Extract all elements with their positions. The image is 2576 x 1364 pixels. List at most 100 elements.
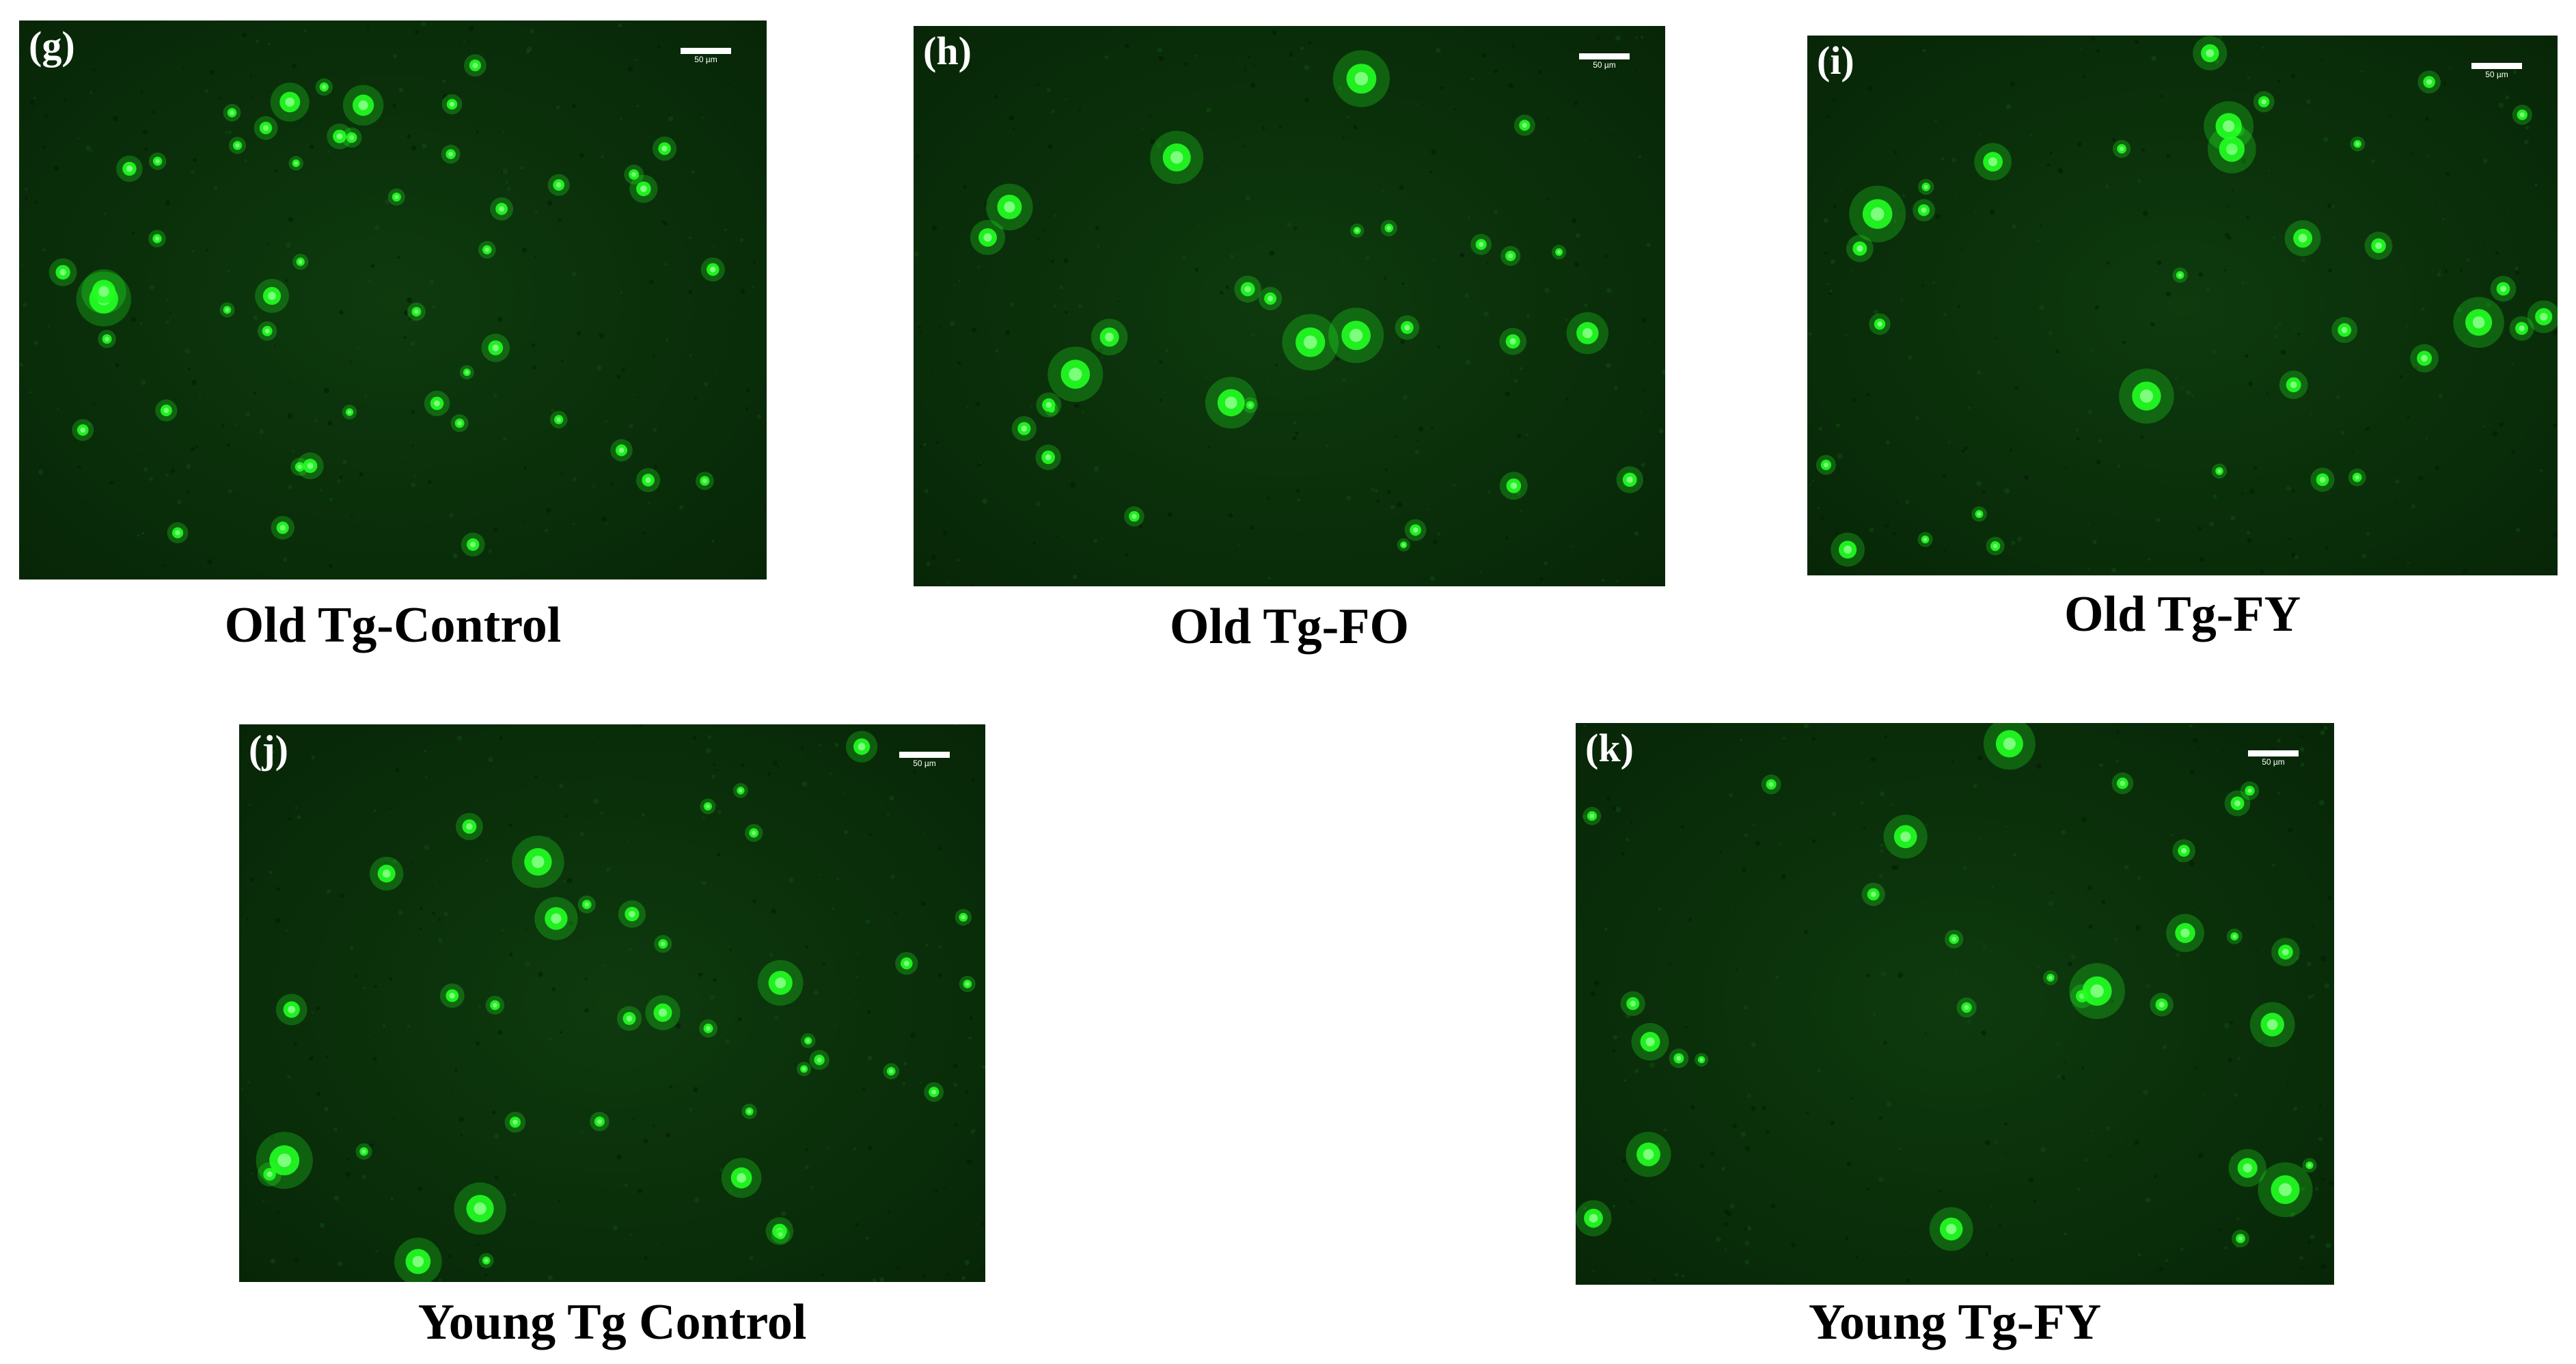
tissue-texture bbox=[2077, 1188, 2081, 1191]
tissue-texture bbox=[1228, 513, 1233, 518]
tissue-texture bbox=[982, 1065, 985, 1069]
tissue-texture bbox=[530, 29, 535, 33]
tissue-texture bbox=[1817, 1068, 1822, 1073]
plaque-spot bbox=[459, 365, 474, 380]
tissue-texture bbox=[150, 285, 154, 290]
tissue-texture bbox=[2084, 1158, 2087, 1162]
tissue-texture bbox=[534, 775, 538, 778]
tissue-texture bbox=[1070, 482, 1076, 488]
caption-h: Old Tg-FO bbox=[1169, 599, 1410, 655]
tissue-texture bbox=[2011, 1259, 2014, 1261]
tissue-texture bbox=[2017, 536, 2023, 542]
tissue-texture bbox=[2286, 486, 2291, 491]
tissue-texture bbox=[1278, 125, 1282, 128]
tissue-texture bbox=[109, 480, 114, 485]
tissue-texture bbox=[1740, 1132, 1746, 1137]
tissue-texture bbox=[1520, 510, 1523, 513]
tissue-texture bbox=[1658, 428, 1664, 433]
tissue-texture bbox=[624, 1184, 628, 1188]
tissue-texture bbox=[34, 200, 38, 204]
tissue-texture bbox=[867, 1055, 873, 1061]
tissue-texture bbox=[398, 910, 403, 915]
tissue-texture bbox=[2215, 59, 2219, 64]
plaque-spot bbox=[590, 1112, 609, 1132]
tissue-texture bbox=[1846, 333, 1848, 336]
tissue-texture bbox=[903, 1061, 907, 1066]
tissue-texture bbox=[1605, 1077, 1607, 1079]
tissue-texture bbox=[340, 893, 344, 898]
tissue-texture bbox=[402, 456, 404, 459]
tissue-texture bbox=[1790, 1242, 1796, 1248]
tissue-texture bbox=[931, 370, 933, 372]
tissue-texture bbox=[889, 795, 894, 801]
plaque-spot bbox=[846, 731, 878, 763]
tissue-texture bbox=[1989, 209, 1995, 215]
plaque-spot bbox=[741, 1104, 757, 1119]
tissue-texture bbox=[2224, 1023, 2230, 1028]
tissue-texture bbox=[2437, 272, 2441, 277]
tissue-texture bbox=[484, 1273, 487, 1277]
tissue-texture bbox=[287, 1075, 291, 1079]
tissue-texture bbox=[502, 929, 504, 931]
tissue-texture bbox=[2005, 826, 2008, 828]
tissue-texture bbox=[2294, 555, 2299, 560]
tissue-texture bbox=[2105, 185, 2109, 189]
tissue-texture bbox=[1648, 342, 1651, 344]
tissue-texture bbox=[983, 1268, 985, 1273]
tissue-texture bbox=[2438, 394, 2443, 398]
tissue-texture bbox=[2091, 349, 2094, 353]
tissue-texture bbox=[312, 1011, 314, 1014]
tissue-texture bbox=[2234, 1093, 2238, 1097]
tissue-texture bbox=[805, 1165, 809, 1169]
tissue-texture bbox=[297, 815, 301, 820]
plaque-spot bbox=[315, 78, 333, 96]
plaque-spot bbox=[577, 895, 596, 914]
tissue-texture bbox=[1300, 46, 1304, 51]
tissue-texture bbox=[2524, 139, 2529, 144]
tissue-texture bbox=[1272, 291, 1276, 294]
tissue-texture bbox=[1994, 1141, 1998, 1145]
tissue-texture bbox=[1032, 541, 1036, 545]
tissue-texture bbox=[2262, 46, 2264, 49]
tissue-texture bbox=[2534, 183, 2538, 187]
tissue-texture bbox=[914, 252, 919, 257]
tissue-texture bbox=[1891, 804, 1894, 806]
tissue-texture bbox=[918, 325, 921, 329]
tissue-texture bbox=[2318, 1136, 2323, 1141]
tissue-texture bbox=[2272, 236, 2276, 239]
tissue-texture bbox=[938, 972, 943, 977]
tissue-texture bbox=[910, 1032, 916, 1038]
tissue-texture bbox=[1855, 1255, 1859, 1259]
tissue-texture bbox=[896, 1267, 900, 1270]
tissue-texture bbox=[2241, 493, 2244, 495]
tissue-texture bbox=[1078, 304, 1082, 309]
plaque-spot bbox=[254, 115, 278, 140]
plaque-spot bbox=[1616, 466, 1643, 493]
tissue-texture bbox=[1139, 524, 1143, 529]
tissue-texture bbox=[131, 317, 137, 323]
tissue-texture bbox=[319, 1223, 325, 1228]
tissue-texture bbox=[1866, 974, 1870, 978]
tissue-texture bbox=[1893, 150, 1897, 154]
tissue-texture bbox=[562, 879, 566, 883]
tissue-texture bbox=[752, 899, 756, 903]
tissue-texture bbox=[191, 250, 194, 253]
plaque-spot bbox=[270, 82, 310, 122]
tissue-texture bbox=[2260, 1041, 2265, 1046]
tissue-texture bbox=[1453, 483, 1456, 487]
plaque-spot bbox=[481, 333, 510, 362]
tissue-texture bbox=[2064, 466, 2067, 469]
tissue-texture bbox=[1935, 213, 1941, 219]
tissue-texture bbox=[25, 187, 28, 191]
tissue-texture bbox=[1582, 1206, 1587, 1210]
panel-label-g: (g) bbox=[29, 23, 75, 68]
plaque-spot bbox=[2512, 105, 2532, 125]
tissue-texture bbox=[275, 918, 281, 923]
tissue-texture bbox=[628, 441, 631, 444]
tissue-texture bbox=[560, 1031, 563, 1034]
plaque-spot bbox=[2172, 267, 2188, 283]
tissue-texture bbox=[902, 1081, 906, 1085]
tissue-texture bbox=[2091, 36, 2096, 41]
tissue-texture bbox=[865, 919, 870, 924]
tissue-texture bbox=[2106, 1126, 2110, 1130]
